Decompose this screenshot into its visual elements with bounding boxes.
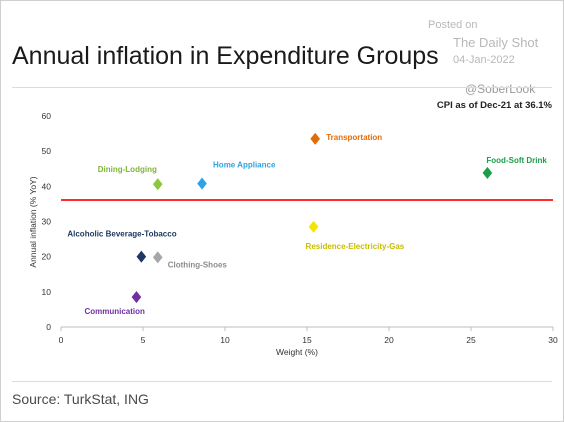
point-home-appliance [196, 176, 208, 191]
x-tick-label: 15 [302, 335, 312, 345]
y-tick-label: 20 [42, 252, 52, 262]
y-tick-label: 60 [42, 111, 52, 121]
x-tick-label: 0 [59, 335, 64, 345]
point-label-communication: Communication [84, 307, 145, 316]
point-residence-electricity-gas [307, 219, 320, 234]
y-tick-label: 0 [46, 322, 51, 332]
point-label-clothing-shoes: Clothing-Shoes [168, 260, 228, 269]
point-label-dining-lodging: Dining-Lodging [98, 165, 157, 174]
point-label-residence-electricity-gas: Residence-Electricity-Gas [306, 242, 405, 251]
point-dining-lodging [152, 177, 164, 192]
point-alcoholic-beverage-tobacco [135, 249, 147, 264]
chart-axes: 0 5 10 15 20 25 30 0 10 20 30 40 50 60 [42, 111, 558, 345]
point-label-food-soft-drink: Food-Soft Drink [486, 156, 547, 165]
x-tick-label: 20 [384, 335, 394, 345]
point-label-alcoholic-beverage-tobacco: Alcoholic Beverage-Tobacco [67, 230, 176, 239]
source-note: Source: TurkStat, ING [12, 391, 149, 407]
point-clothing-shoes [152, 250, 164, 265]
x-tick-label: 25 [466, 335, 476, 345]
point-communication [130, 290, 143, 305]
x-axis-label: Weight (%) [276, 347, 318, 357]
page-title: Annual inflation in Expenditure Groups [12, 42, 439, 70]
y-tick-label: 30 [42, 217, 52, 227]
x-tick-label: 5 [141, 335, 146, 345]
reference-line-label: CPI as of Dec-21 at 36.1% [437, 100, 553, 111]
point-food-soft-drink [481, 165, 493, 180]
point-label-home-appliance: Home Appliance [213, 161, 276, 170]
chart-marks: Transportation Food-Soft Drink Dining-Lodg… [61, 131, 553, 316]
x-tick-label: 10 [220, 335, 230, 345]
y-tick-label: 50 [42, 146, 52, 156]
header-divider [12, 87, 552, 88]
footer-divider [12, 381, 552, 382]
point-transportation [309, 131, 321, 146]
y-tick-label: 10 [42, 287, 52, 297]
y-tick-label: 40 [42, 181, 52, 191]
y-axis-label: Annual inflation (% YoY) [28, 176, 38, 267]
point-label-transportation: Transportation [326, 133, 382, 142]
x-tick-label: 30 [548, 335, 558, 345]
